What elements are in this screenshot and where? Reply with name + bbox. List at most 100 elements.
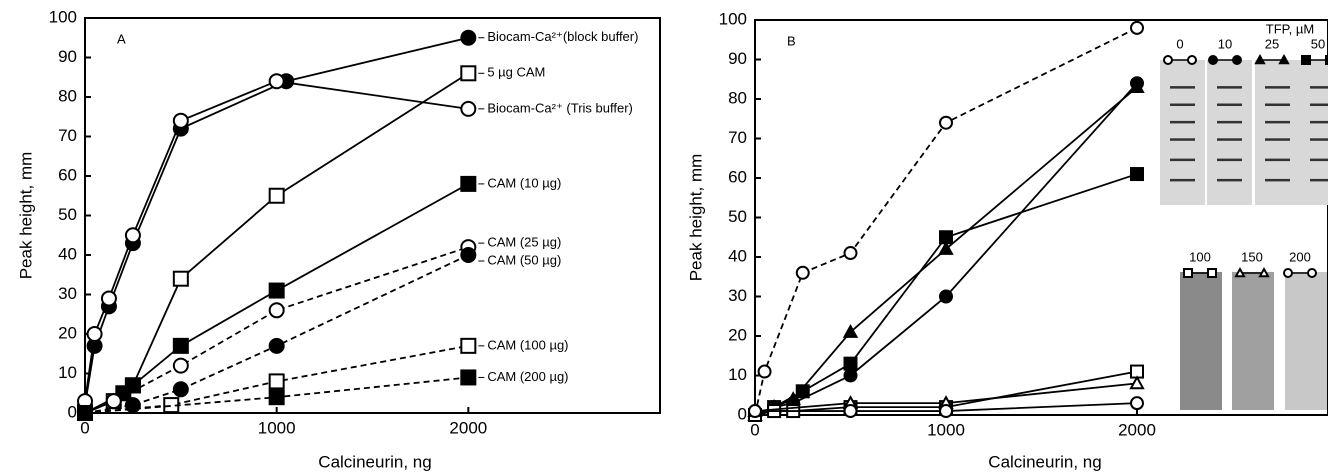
data-point (174, 339, 188, 353)
gel-band (1310, 86, 1328, 89)
gel-lane (1160, 60, 1205, 205)
y-tick-label: 0 (738, 404, 747, 423)
gel-band (1265, 179, 1290, 182)
gel-band (1170, 179, 1195, 182)
y-tick-label: 90 (728, 49, 747, 68)
gel-lane (1207, 60, 1252, 205)
data-point (1131, 22, 1143, 34)
data-point (174, 272, 188, 286)
data-point (461, 248, 475, 262)
legend-symbol (1188, 56, 1196, 64)
gel-band (1170, 86, 1195, 89)
series-line (755, 28, 1137, 415)
data-point (940, 231, 952, 243)
data-point (107, 394, 121, 408)
gel-lane (1180, 272, 1222, 410)
legend-symbol (1284, 269, 1292, 277)
data-point (174, 114, 188, 128)
data-point (78, 406, 92, 420)
y-tick-label: 20 (58, 323, 77, 342)
legend-symbol (1236, 269, 1244, 276)
data-point (845, 405, 857, 417)
x-tick-label: 2000 (1118, 420, 1156, 439)
legend-label: 25 (1265, 36, 1279, 51)
y-tick-label: 30 (58, 284, 77, 303)
x-tick-label: 1000 (927, 420, 965, 439)
series-label: CAM (100 µg) (487, 337, 568, 352)
series-label: Biocam-Ca²⁺ (Tris buffer) (487, 100, 633, 115)
data-point (270, 303, 284, 317)
data-point (102, 291, 116, 305)
gel-band (1170, 121, 1195, 124)
legend-symbol (1164, 56, 1172, 64)
gel-lane (1285, 272, 1327, 410)
gel-band (1265, 159, 1290, 162)
series-label: Biocam-Ca²⁺(block buffer) (487, 29, 638, 44)
data-point (749, 405, 761, 417)
legend-label: 100 (1189, 249, 1211, 264)
gel-band (1310, 179, 1328, 182)
legend-symbol (1302, 56, 1310, 64)
data-point (797, 267, 809, 279)
x-tick-label: 0 (750, 420, 759, 439)
data-point (461, 370, 475, 384)
legend-label: 150 (1241, 249, 1263, 264)
legend-symbol (1308, 269, 1316, 277)
series-line (85, 73, 468, 413)
gel-band (1170, 104, 1195, 107)
legend-label: 200 (1289, 249, 1311, 264)
data-point (1131, 168, 1143, 180)
data-point (461, 339, 475, 353)
data-point (461, 102, 475, 116)
y-tick-label: 90 (58, 47, 77, 66)
gel-band (1310, 138, 1328, 141)
data-point (940, 291, 952, 303)
legend-symbol (1209, 56, 1217, 64)
x-axis-label: Calcineurin, ng (318, 452, 431, 471)
gel-lane (1300, 60, 1328, 205)
data-point (270, 189, 284, 203)
gel-band (1217, 104, 1242, 107)
legend-label: 50 (1311, 36, 1325, 51)
gel-band (1170, 159, 1195, 162)
y-tick-label: 80 (728, 88, 747, 107)
y-tick-label: 100 (49, 7, 77, 26)
legend-symbol (1256, 56, 1264, 63)
y-axis-label: Peak height, mm (686, 154, 705, 282)
data-point (940, 405, 952, 417)
series-label: CAM (50 µg) (487, 252, 561, 267)
legend-label: 0 (1176, 36, 1183, 51)
gel-band (1170, 138, 1195, 141)
legend-symbol (1260, 269, 1268, 276)
y-tick-label: 50 (728, 207, 747, 226)
y-tick-label: 0 (68, 402, 77, 421)
y-tick-label: 30 (728, 286, 747, 305)
y-tick-label: 40 (58, 244, 77, 263)
gel-band (1217, 159, 1242, 162)
legend-title: TFP, µM (1266, 21, 1314, 36)
x-axis-label: Calcineurin, ng (988, 452, 1101, 471)
data-point (461, 177, 475, 191)
data-point (940, 117, 952, 129)
legend-label: 10 (1218, 36, 1232, 51)
y-tick-label: 40 (728, 246, 747, 265)
gel-band (1265, 104, 1290, 107)
y-tick-label: 70 (58, 126, 77, 145)
gel-band (1217, 86, 1242, 89)
data-point (759, 366, 771, 378)
gel-band (1265, 138, 1290, 141)
data-point (797, 385, 809, 397)
gel-band (1265, 121, 1290, 124)
x-tick-label: 0 (80, 418, 89, 437)
data-point (270, 390, 284, 404)
legend-symbol (1280, 56, 1288, 63)
y-tick-label: 10 (58, 363, 77, 382)
data-point (845, 370, 857, 382)
data-point (845, 358, 857, 370)
y-tick-label: 60 (58, 165, 77, 184)
gel-band (1217, 179, 1242, 182)
series-label: CAM (10 µg) (487, 175, 561, 190)
gel-lane (1255, 60, 1300, 205)
data-point (174, 359, 188, 373)
x-tick-label: 2000 (449, 418, 487, 437)
